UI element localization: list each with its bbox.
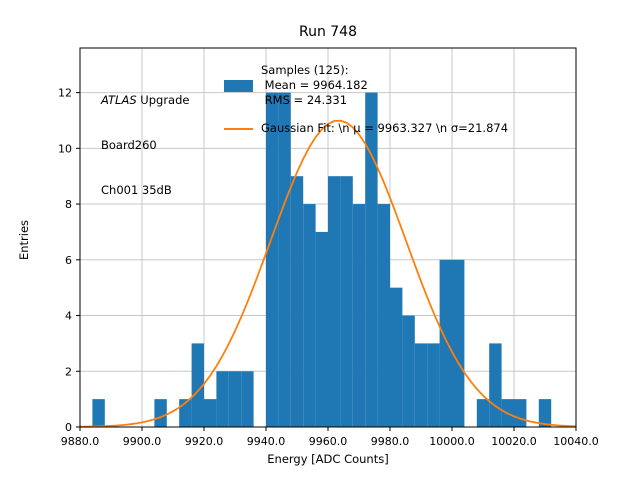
- gaussian-label: Gaussian Fit: \n μ = 9963.327 \n σ=21.87…: [261, 121, 508, 136]
- annotation-atlas: ATLAS: [101, 93, 137, 107]
- annotation-upgrade: Upgrade: [136, 93, 190, 107]
- y-axis-label: Entries: [17, 219, 31, 261]
- histogram-bar: [191, 343, 204, 427]
- x-tick-label: 10020.0: [491, 435, 537, 448]
- histogram-bar: [402, 315, 415, 427]
- x-tick-label: 9900.0: [123, 435, 162, 448]
- histogram-bar: [315, 231, 328, 427]
- samples-label-line-1: Samples (125):: [261, 63, 349, 77]
- histogram-bar: [340, 176, 353, 427]
- gaussian-label-line: Gaussian Fit: \n μ = 9963.327 \n σ=21.87…: [261, 121, 509, 135]
- y-tick-label: 2: [65, 365, 72, 378]
- histogram-bar: [204, 399, 217, 427]
- histogram-bar: [377, 204, 390, 427]
- gaussian-fit-curve: [79, 119, 577, 428]
- histogram-bar: [216, 371, 229, 427]
- histogram-bar: [427, 343, 440, 427]
- histogram-bar: [414, 343, 428, 427]
- histogram-bar: [352, 204, 366, 427]
- y-tick-label: 12: [58, 87, 72, 100]
- legend-entry-samples: Samples (125): Mean = 9964.182 RMS = 24.…: [224, 63, 508, 108]
- histogram-bar: [278, 92, 291, 428]
- histogram-bar: [154, 399, 167, 427]
- annotation-block: ATLAS Upgrade Board260 Ch001 35dB: [101, 63, 189, 228]
- x-axis-label: Energy [ADC Counts]: [267, 452, 389, 466]
- samples-label-line-3: RMS = 24.331: [261, 93, 348, 107]
- histogram-bar: [514, 399, 527, 427]
- histogram-bar: [538, 399, 552, 427]
- x-tick-label: 9960.0: [309, 435, 348, 448]
- histogram-bar: [92, 399, 105, 427]
- x-tick-label: 9940.0: [247, 435, 286, 448]
- chart-title: Run 748: [298, 24, 358, 40]
- histogram-bars: [92, 92, 552, 428]
- tick-marks: [76, 92, 577, 431]
- annotation-line-1: ATLAS Upgrade: [101, 93, 189, 108]
- samples-label: Samples (125): Mean = 9964.182 RMS = 24.…: [261, 63, 368, 108]
- annotation-line-3: Ch001 35dB: [101, 183, 172, 197]
- tick-labels: 9880.0 9900.0 9920.0 9940.0 9960.0 9980.0 1000…: [58, 87, 599, 448]
- histogram-bar: [303, 204, 316, 427]
- y-tick-label: 0: [65, 421, 72, 434]
- y-tick-label: 8: [65, 198, 72, 211]
- x-tick-label: 9920.0: [185, 435, 224, 448]
- histogram-bar: [489, 343, 502, 427]
- histogram-bar: [266, 92, 279, 428]
- histogram-bar: [365, 92, 378, 428]
- y-tick-label: 6: [65, 254, 72, 267]
- samples-label-line-2: Mean = 9964.182: [261, 78, 368, 92]
- histogram-bar: [328, 176, 341, 427]
- samples-swatch: [224, 79, 253, 92]
- y-tick-label: 4: [65, 310, 72, 323]
- annotation-line-2: Board260: [101, 138, 157, 152]
- gaussian-line-swatch: [224, 127, 253, 130]
- histogram-bar: [241, 371, 254, 427]
- histogram-bar: [452, 259, 465, 427]
- legend-entry-gaussian: Gaussian Fit: \n μ = 9963.327 \n σ=21.87…: [224, 121, 508, 136]
- histogram-bar: [439, 259, 452, 427]
- x-tick-label: 10040.0: [553, 435, 599, 448]
- histogram-bar: [290, 176, 304, 427]
- x-tick-label: 10000.0: [429, 435, 475, 448]
- legend: Samples (125): Mean = 9964.182 RMS = 24.…: [224, 63, 508, 136]
- histogram-bar: [228, 371, 242, 427]
- x-tick-label: 9880.0: [61, 435, 100, 448]
- y-tick-label: 10: [58, 142, 72, 155]
- x-tick-label: 9980.0: [371, 435, 410, 448]
- histogram-bar: [476, 399, 490, 427]
- histogram-bar: [390, 287, 403, 427]
